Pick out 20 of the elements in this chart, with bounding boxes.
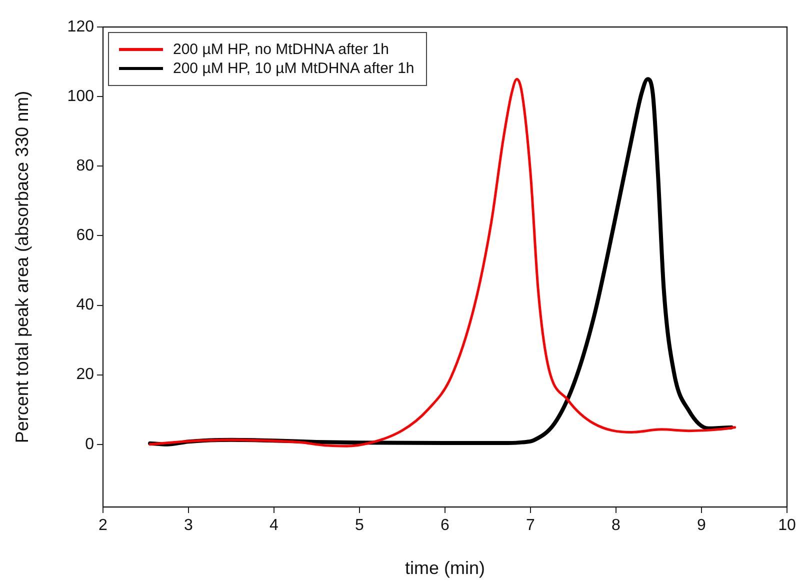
y-tick-label: 20 xyxy=(76,366,94,384)
x-tick-label: 8 xyxy=(612,517,621,534)
x-axis-title: time (min) xyxy=(405,558,485,578)
x-tick-label: 5 xyxy=(355,517,364,534)
x-tick-label: 9 xyxy=(697,517,706,534)
y-tick-label: 60 xyxy=(76,227,94,244)
y-tick-label: 80 xyxy=(76,158,94,175)
x-tick-label: 6 xyxy=(440,517,450,534)
x-tick-label: 7 xyxy=(526,517,536,534)
legend-label: 200 µM HP, 10 µM MtDHNA after 1h xyxy=(173,60,414,77)
y-axis-title: Percent total peak area (absorbace 330 nm) xyxy=(12,90,32,444)
y-tick-label: 120 xyxy=(67,18,94,36)
x-tick-label: 10 xyxy=(778,517,796,534)
x-tick-label: 2 xyxy=(98,517,108,534)
y-tick-label: 100 xyxy=(67,88,94,105)
x-tick-label: 4 xyxy=(270,517,279,534)
legend-label: 200 µM HP, no MtDHNA after 1h xyxy=(173,41,389,58)
y-tick-label: 0 xyxy=(85,436,94,453)
x-tick-label: 3 xyxy=(184,517,194,534)
y-tick-label: 40 xyxy=(76,296,94,314)
